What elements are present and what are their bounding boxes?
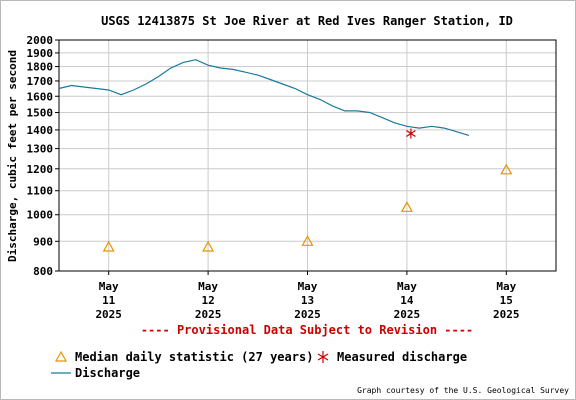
y-axis-label: Discharge, cubic feet per second (6, 50, 19, 262)
y-tick-label: 1500 (27, 107, 54, 120)
y-tick-label: 1700 (27, 75, 54, 88)
y-tick-label: 900 (33, 235, 53, 248)
legend: Median daily statistic (27 years) Measur… (51, 350, 467, 380)
legend-measured-label: Measured discharge (337, 350, 467, 364)
median-markers (102, 163, 513, 252)
x-tick-label: 14 (400, 294, 414, 307)
y-tick-label: 1800 (27, 61, 54, 74)
x-tick-label: 2025 (195, 308, 222, 321)
credit-text: Graph courtesy of the U.S. Geological Su… (357, 386, 569, 395)
x-tick-label: 11 (102, 294, 116, 307)
measured-marker (406, 128, 416, 139)
x-tick-label: May (99, 280, 119, 293)
x-tick-label: 2025 (95, 308, 122, 321)
x-tick-label: May (496, 280, 516, 293)
median-marker (102, 240, 115, 252)
measured-asterisk-icon (317, 351, 329, 363)
x-tick-label: 2025 (493, 308, 520, 321)
plot-frame (58, 39, 557, 272)
y-tick-label: 800 (33, 265, 53, 278)
legend-median-label: Median daily statistic (27 years) (75, 350, 313, 364)
x-tick-label: 12 (201, 294, 214, 307)
measured-markers (406, 128, 416, 139)
y-tick-label: 1200 (27, 163, 54, 176)
y-tick-label: 1000 (27, 209, 54, 222)
x-tick-label: May (198, 280, 218, 293)
x-tick-label: 13 (301, 294, 314, 307)
median-marker (500, 163, 513, 175)
x-tick-label: May (298, 280, 318, 293)
chart-title: USGS 12413875 St Joe River at Red Ives R… (101, 14, 513, 28)
x-tick-label: 2025 (294, 308, 321, 321)
x-tick-label: May (397, 280, 417, 293)
median-marker (301, 235, 314, 246)
y-tick-label: 1100 (27, 185, 54, 198)
y-tick-label: 1900 (27, 47, 54, 60)
y-tick-label: 1600 (27, 90, 54, 103)
y-tick-label: 1400 (27, 124, 54, 137)
x-tick-label: 15 (500, 294, 513, 307)
y-tick-label: 2000 (27, 34, 54, 47)
provisional-notice: ---- Provisional Data Subject to Revisio… (141, 323, 473, 337)
median-marker (202, 240, 215, 252)
x-tick-labels: May112025May122025May132025May142025May1… (95, 280, 519, 321)
median-marker (400, 201, 413, 212)
x-tick-label: 2025 (394, 308, 421, 321)
y-tick-labels: 800 900 1000 1100 1200 1300 1400 1500 1600 170018… (27, 34, 54, 278)
series-layer (58, 59, 470, 136)
y-tick-label: 1300 (27, 143, 54, 156)
median-triangle-icon (54, 350, 68, 362)
legend-discharge-label: Discharge (75, 366, 140, 380)
discharge-series-line (58, 59, 470, 136)
